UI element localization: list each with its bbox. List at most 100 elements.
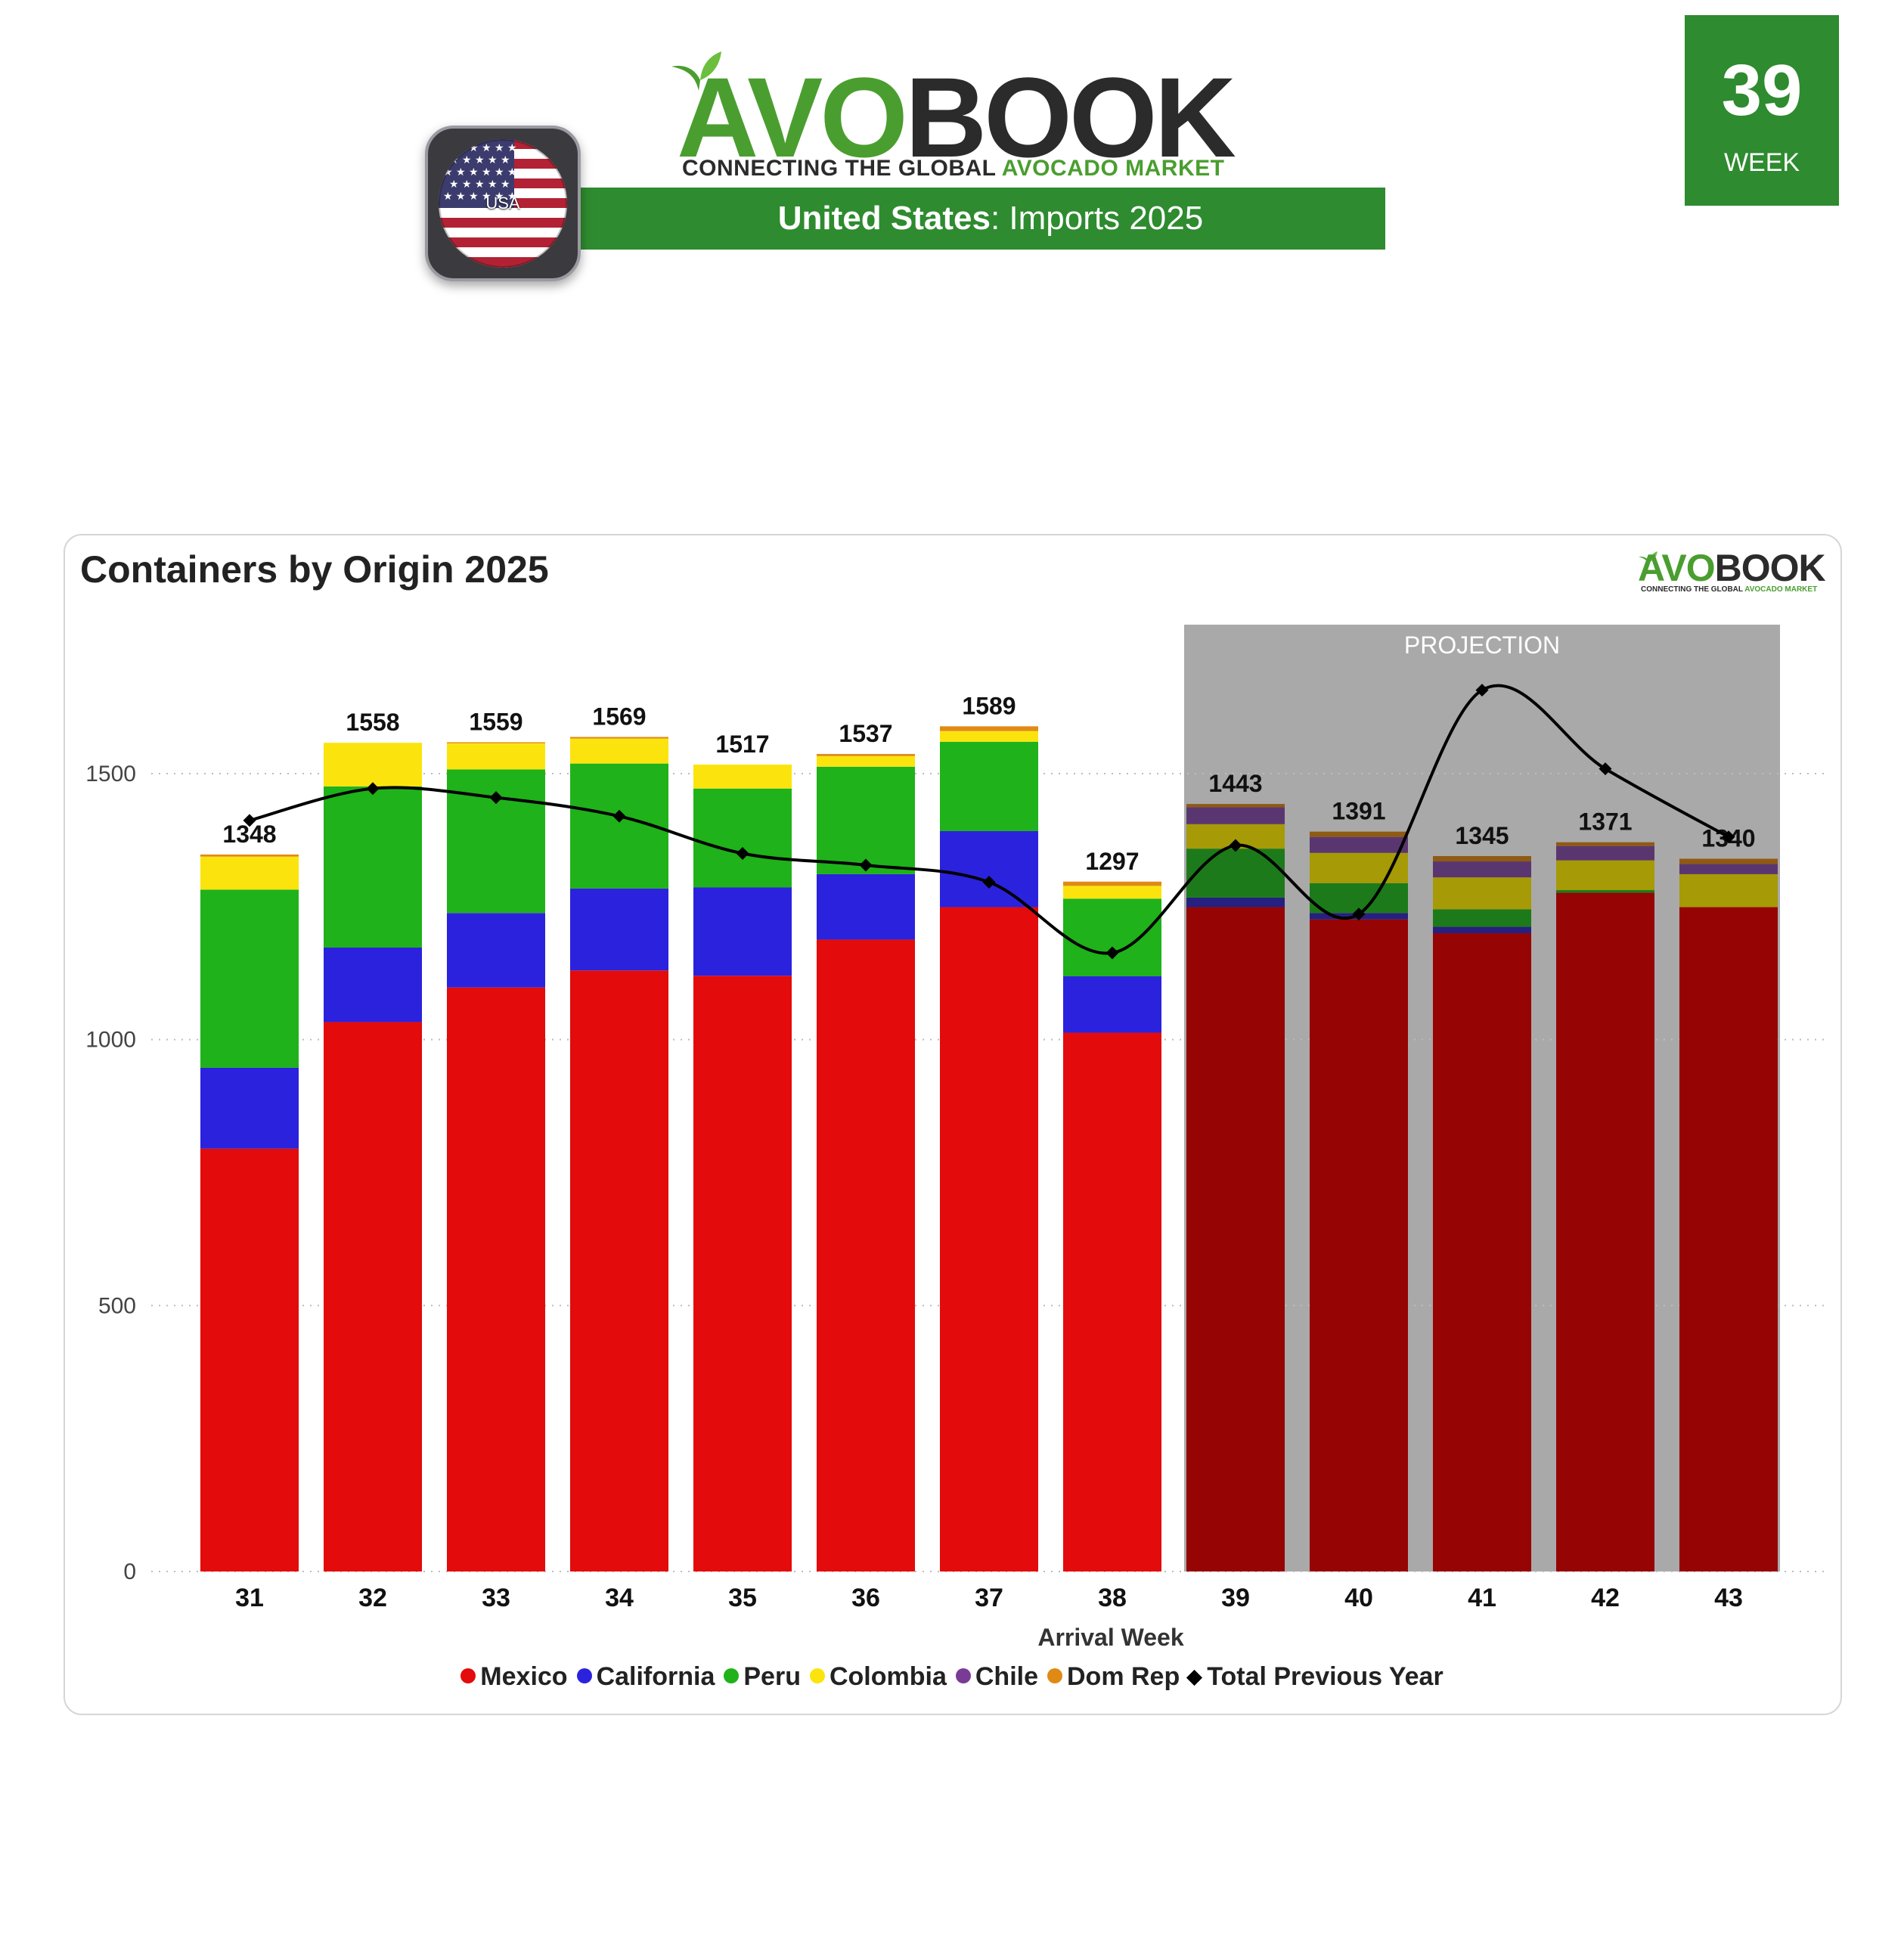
bar-segment-peru	[1063, 898, 1161, 976]
tagline-highlight: AVOCADO MARKET	[1001, 156, 1225, 181]
chart-legend: Mexico California Peru Colombia Chile Dom Rep…	[0, 1662, 1904, 1692]
bar-segment-dom-rep	[817, 753, 915, 756]
x-tick-label: 35	[728, 1584, 757, 1612]
x-axis-title: Arrival Week	[1037, 1624, 1184, 1651]
logo-avo-text: AVO	[677, 54, 908, 181]
flag-label: USA	[485, 194, 520, 213]
banner-title: United States: Imports 2025	[560, 188, 1376, 250]
legend-label: Chile	[975, 1662, 1038, 1691]
avobook-logo: AVOBOOK	[677, 60, 1236, 174]
svg-text:★ ★ ★ ★ ★ ★: ★ ★ ★ ★ ★ ★	[443, 166, 517, 178]
y-tick-label: 1000	[85, 1028, 136, 1053]
legend-item: Total Previous Year	[1186, 1662, 1444, 1692]
bar-total-label: 1391	[1332, 798, 1385, 825]
bar-segment-colombia	[1679, 873, 1778, 908]
x-tick-label: 40	[1344, 1584, 1373, 1612]
previous-year-point	[982, 875, 996, 889]
previous-year-point	[1105, 946, 1119, 960]
bar-segment-mexico	[1679, 907, 1778, 1571]
bar-total-label: 1443	[1208, 770, 1262, 797]
chart-title: Containers by Origin 2025	[80, 548, 549, 591]
week-label: WEEK	[1723, 148, 1800, 177]
bar-total-label: 1558	[346, 709, 399, 736]
logo-tagline: CONNECTING THE GLOBAL AVOCADO MARKET	[682, 156, 1224, 182]
legend-label: Mexico	[480, 1662, 568, 1691]
bar-segment-mexico	[817, 939, 915, 1571]
y-tick-label: 500	[98, 1293, 136, 1318]
bar-segment-colombia	[1556, 860, 1654, 891]
legend-item: Peru	[724, 1662, 801, 1692]
bar-segment-california	[324, 947, 422, 1022]
bar-segment-chile	[1310, 836, 1408, 853]
previous-year-point	[612, 809, 626, 823]
mini-tagline-highlight: AVOCADO MARKET	[1744, 585, 1818, 594]
previous-year-point	[1722, 830, 1735, 844]
mini-logo-avo: AVO	[1638, 547, 1716, 589]
previous-year-point	[1475, 684, 1489, 697]
bar-segment-colombia	[200, 856, 299, 890]
x-tick-label: 36	[851, 1584, 880, 1612]
bar-segment-peru	[1186, 849, 1285, 898]
bar-segment-peru	[324, 786, 422, 948]
bar-segment-dom-rep	[1310, 831, 1408, 837]
bar-total-label: 1569	[592, 703, 646, 730]
legend-dot-icon	[1047, 1668, 1062, 1683]
x-tick-label: 43	[1714, 1584, 1743, 1612]
logo-leaf-icon	[671, 51, 721, 91]
legend-item: Colombia	[809, 1662, 947, 1692]
legend-dot-icon	[724, 1668, 740, 1683]
legend-label: California	[596, 1662, 715, 1691]
bar-segment-dom-rep	[200, 854, 299, 857]
x-tick-label: 34	[605, 1584, 634, 1612]
bar-total-label: 1589	[962, 692, 1016, 719]
bar-segment-chile	[1433, 861, 1531, 878]
previous-year-point	[736, 847, 749, 860]
bar-segment-colombia	[940, 731, 1038, 742]
bar-segment-colombia	[693, 765, 792, 789]
legend-dot-icon	[809, 1668, 825, 1683]
bar-segment-california	[200, 1067, 299, 1149]
bar-segment-mexico	[570, 970, 668, 1571]
bar-segment-california	[1186, 897, 1285, 908]
bar-segment-dom-rep	[940, 726, 1038, 731]
bar-segment-colombia	[570, 738, 668, 764]
bar-segment-peru	[1556, 890, 1654, 893]
previous-year-point	[1229, 839, 1242, 852]
bar-segment-california	[940, 830, 1038, 908]
previous-year-point	[1352, 908, 1366, 921]
legend-dot-icon	[460, 1668, 476, 1683]
bar-segment-peru	[940, 741, 1038, 831]
bar-segment-peru	[200, 889, 299, 1068]
week-badge: 39 WEEK	[1685, 15, 1839, 206]
bar-segment-california	[1433, 926, 1531, 933]
bar-segment-peru	[693, 788, 792, 888]
tagline-prefix: CONNECTING THE GLOBAL	[682, 156, 996, 181]
bar-segment-mexico	[693, 976, 792, 1571]
bar-segment-dom-rep	[1186, 804, 1285, 808]
x-tick-label: 37	[975, 1584, 1003, 1612]
bar-segment-chile	[1679, 864, 1778, 874]
bar-total-label: 1297	[1085, 848, 1139, 875]
bar-segment-colombia	[324, 743, 422, 786]
bar-segment-dom-rep	[1063, 881, 1161, 886]
bar-segment-california	[570, 888, 668, 971]
bar-segment-california	[447, 913, 545, 988]
x-tick-label: 32	[358, 1584, 387, 1612]
title-banner	[560, 188, 1385, 250]
bar-segment-mexico	[1310, 919, 1408, 1571]
bar-segment-peru	[447, 769, 545, 914]
banner-subtitle: : Imports 2025	[990, 200, 1204, 237]
bar-segment-mexico	[200, 1148, 299, 1571]
previous-year-point	[489, 791, 503, 805]
x-tick-label: 42	[1591, 1584, 1620, 1612]
legend-diamond-icon	[1186, 1669, 1203, 1686]
bar-segment-mexico	[940, 907, 1038, 1571]
bar-segment-dom-rep	[1679, 858, 1778, 864]
x-tick-label: 39	[1221, 1584, 1250, 1612]
legend-label: Total Previous Year	[1207, 1662, 1444, 1691]
bar-total-label: 1517	[715, 731, 769, 758]
bar-segment-chile	[1186, 807, 1285, 824]
x-tick-label: 38	[1098, 1584, 1127, 1612]
legend-item: Dom Rep	[1047, 1662, 1180, 1692]
